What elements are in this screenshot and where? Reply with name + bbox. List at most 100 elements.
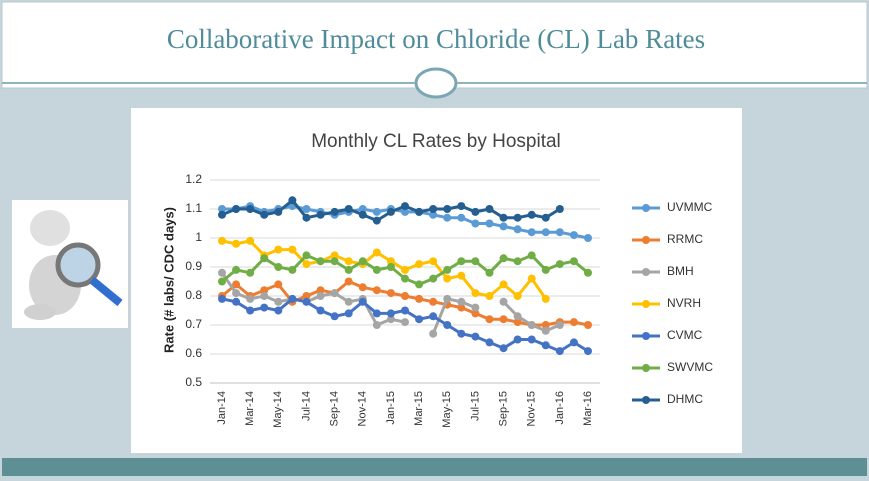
data-point <box>218 295 226 303</box>
x-tick-label: Nov-14 <box>357 391 369 426</box>
data-point <box>359 211 367 219</box>
data-point <box>345 266 353 274</box>
data-point <box>429 330 437 338</box>
data-point <box>457 202 465 210</box>
data-point <box>471 257 479 265</box>
data-point <box>443 295 451 303</box>
data-point <box>485 269 493 277</box>
data-point <box>457 330 465 338</box>
data-point <box>232 240 240 248</box>
data-point <box>584 321 592 329</box>
x-tick-label: Jan-14 <box>216 391 228 425</box>
data-point <box>542 341 550 349</box>
data-point <box>457 272 465 280</box>
y-tick-label: 0.8 <box>185 288 202 302</box>
data-point <box>500 222 508 230</box>
data-point <box>288 246 296 254</box>
data-point <box>556 205 564 213</box>
x-tick-label: Jan-15 <box>385 391 397 425</box>
data-point <box>317 211 325 219</box>
data-point <box>260 292 268 300</box>
x-tick-label: Mar-14 <box>244 391 256 426</box>
data-point <box>457 257 465 265</box>
data-point <box>584 234 592 242</box>
data-point <box>514 214 522 222</box>
data-point <box>401 292 409 300</box>
data-point <box>317 257 325 265</box>
y-tick-label: 0.7 <box>185 317 202 331</box>
data-point <box>288 196 296 204</box>
data-point <box>345 309 353 317</box>
y-tick-label: 1.1 <box>185 201 202 215</box>
legend-label: SWVMC <box>667 360 713 374</box>
data-point <box>373 249 381 257</box>
y-tick-label: 0.9 <box>185 259 202 273</box>
data-point <box>401 202 409 210</box>
data-point <box>485 338 493 346</box>
data-point <box>443 214 451 222</box>
data-point <box>500 254 508 262</box>
data-point <box>373 208 381 216</box>
data-point <box>288 295 296 303</box>
data-point <box>429 205 437 213</box>
legend-marker <box>642 300 650 308</box>
data-point <box>542 327 550 335</box>
data-point <box>246 269 254 277</box>
data-point <box>415 260 423 268</box>
data-point <box>443 266 451 274</box>
data-point <box>274 208 282 216</box>
illustration <box>12 200 128 328</box>
data-point <box>359 298 367 306</box>
data-point <box>528 251 536 259</box>
y-tick-label: 0.6 <box>185 346 202 360</box>
data-point <box>542 266 550 274</box>
data-point <box>556 260 564 268</box>
data-point <box>359 283 367 291</box>
data-point <box>542 228 550 236</box>
data-point <box>514 312 522 320</box>
data-point <box>443 321 451 329</box>
data-point <box>443 275 451 283</box>
data-point <box>401 266 409 274</box>
data-point <box>260 254 268 262</box>
data-point <box>514 292 522 300</box>
data-point <box>514 336 522 344</box>
data-point <box>471 220 479 228</box>
data-point <box>246 205 254 213</box>
data-point <box>485 292 493 300</box>
data-point <box>373 309 381 317</box>
data-point <box>401 275 409 283</box>
data-point <box>556 228 564 236</box>
x-tick-label: Nov-15 <box>526 391 538 426</box>
y-axis-title: Rate (# labs/ CDC days) <box>161 207 176 353</box>
data-point <box>274 307 282 315</box>
data-point <box>274 263 282 271</box>
x-tick-label: Mar-15 <box>413 391 425 426</box>
data-point <box>288 266 296 274</box>
ornament <box>416 69 456 97</box>
x-tick-label: Jul-15 <box>469 391 481 421</box>
data-point <box>373 266 381 274</box>
data-point <box>218 237 226 245</box>
legend-label: BMH <box>667 264 694 278</box>
legend-marker <box>642 364 650 372</box>
data-point <box>415 208 423 216</box>
data-point <box>528 336 536 344</box>
data-point <box>528 228 536 236</box>
data-point <box>500 344 508 352</box>
data-point <box>345 298 353 306</box>
slide: Collaborative Impact on Chloride (CL) La… <box>0 0 869 481</box>
legend-label: UVMMC <box>667 200 713 214</box>
data-point <box>429 257 437 265</box>
chart-title: Monthly CL Rates by Hospital <box>311 131 561 152</box>
data-point <box>373 217 381 225</box>
data-point <box>415 280 423 288</box>
data-point <box>373 286 381 294</box>
data-point <box>514 257 522 265</box>
data-point <box>471 333 479 341</box>
x-tick-label: May-15 <box>441 391 453 428</box>
data-point <box>387 289 395 297</box>
y-tick-label: 1.2 <box>185 172 202 186</box>
data-point <box>556 321 564 329</box>
data-point <box>387 309 395 317</box>
